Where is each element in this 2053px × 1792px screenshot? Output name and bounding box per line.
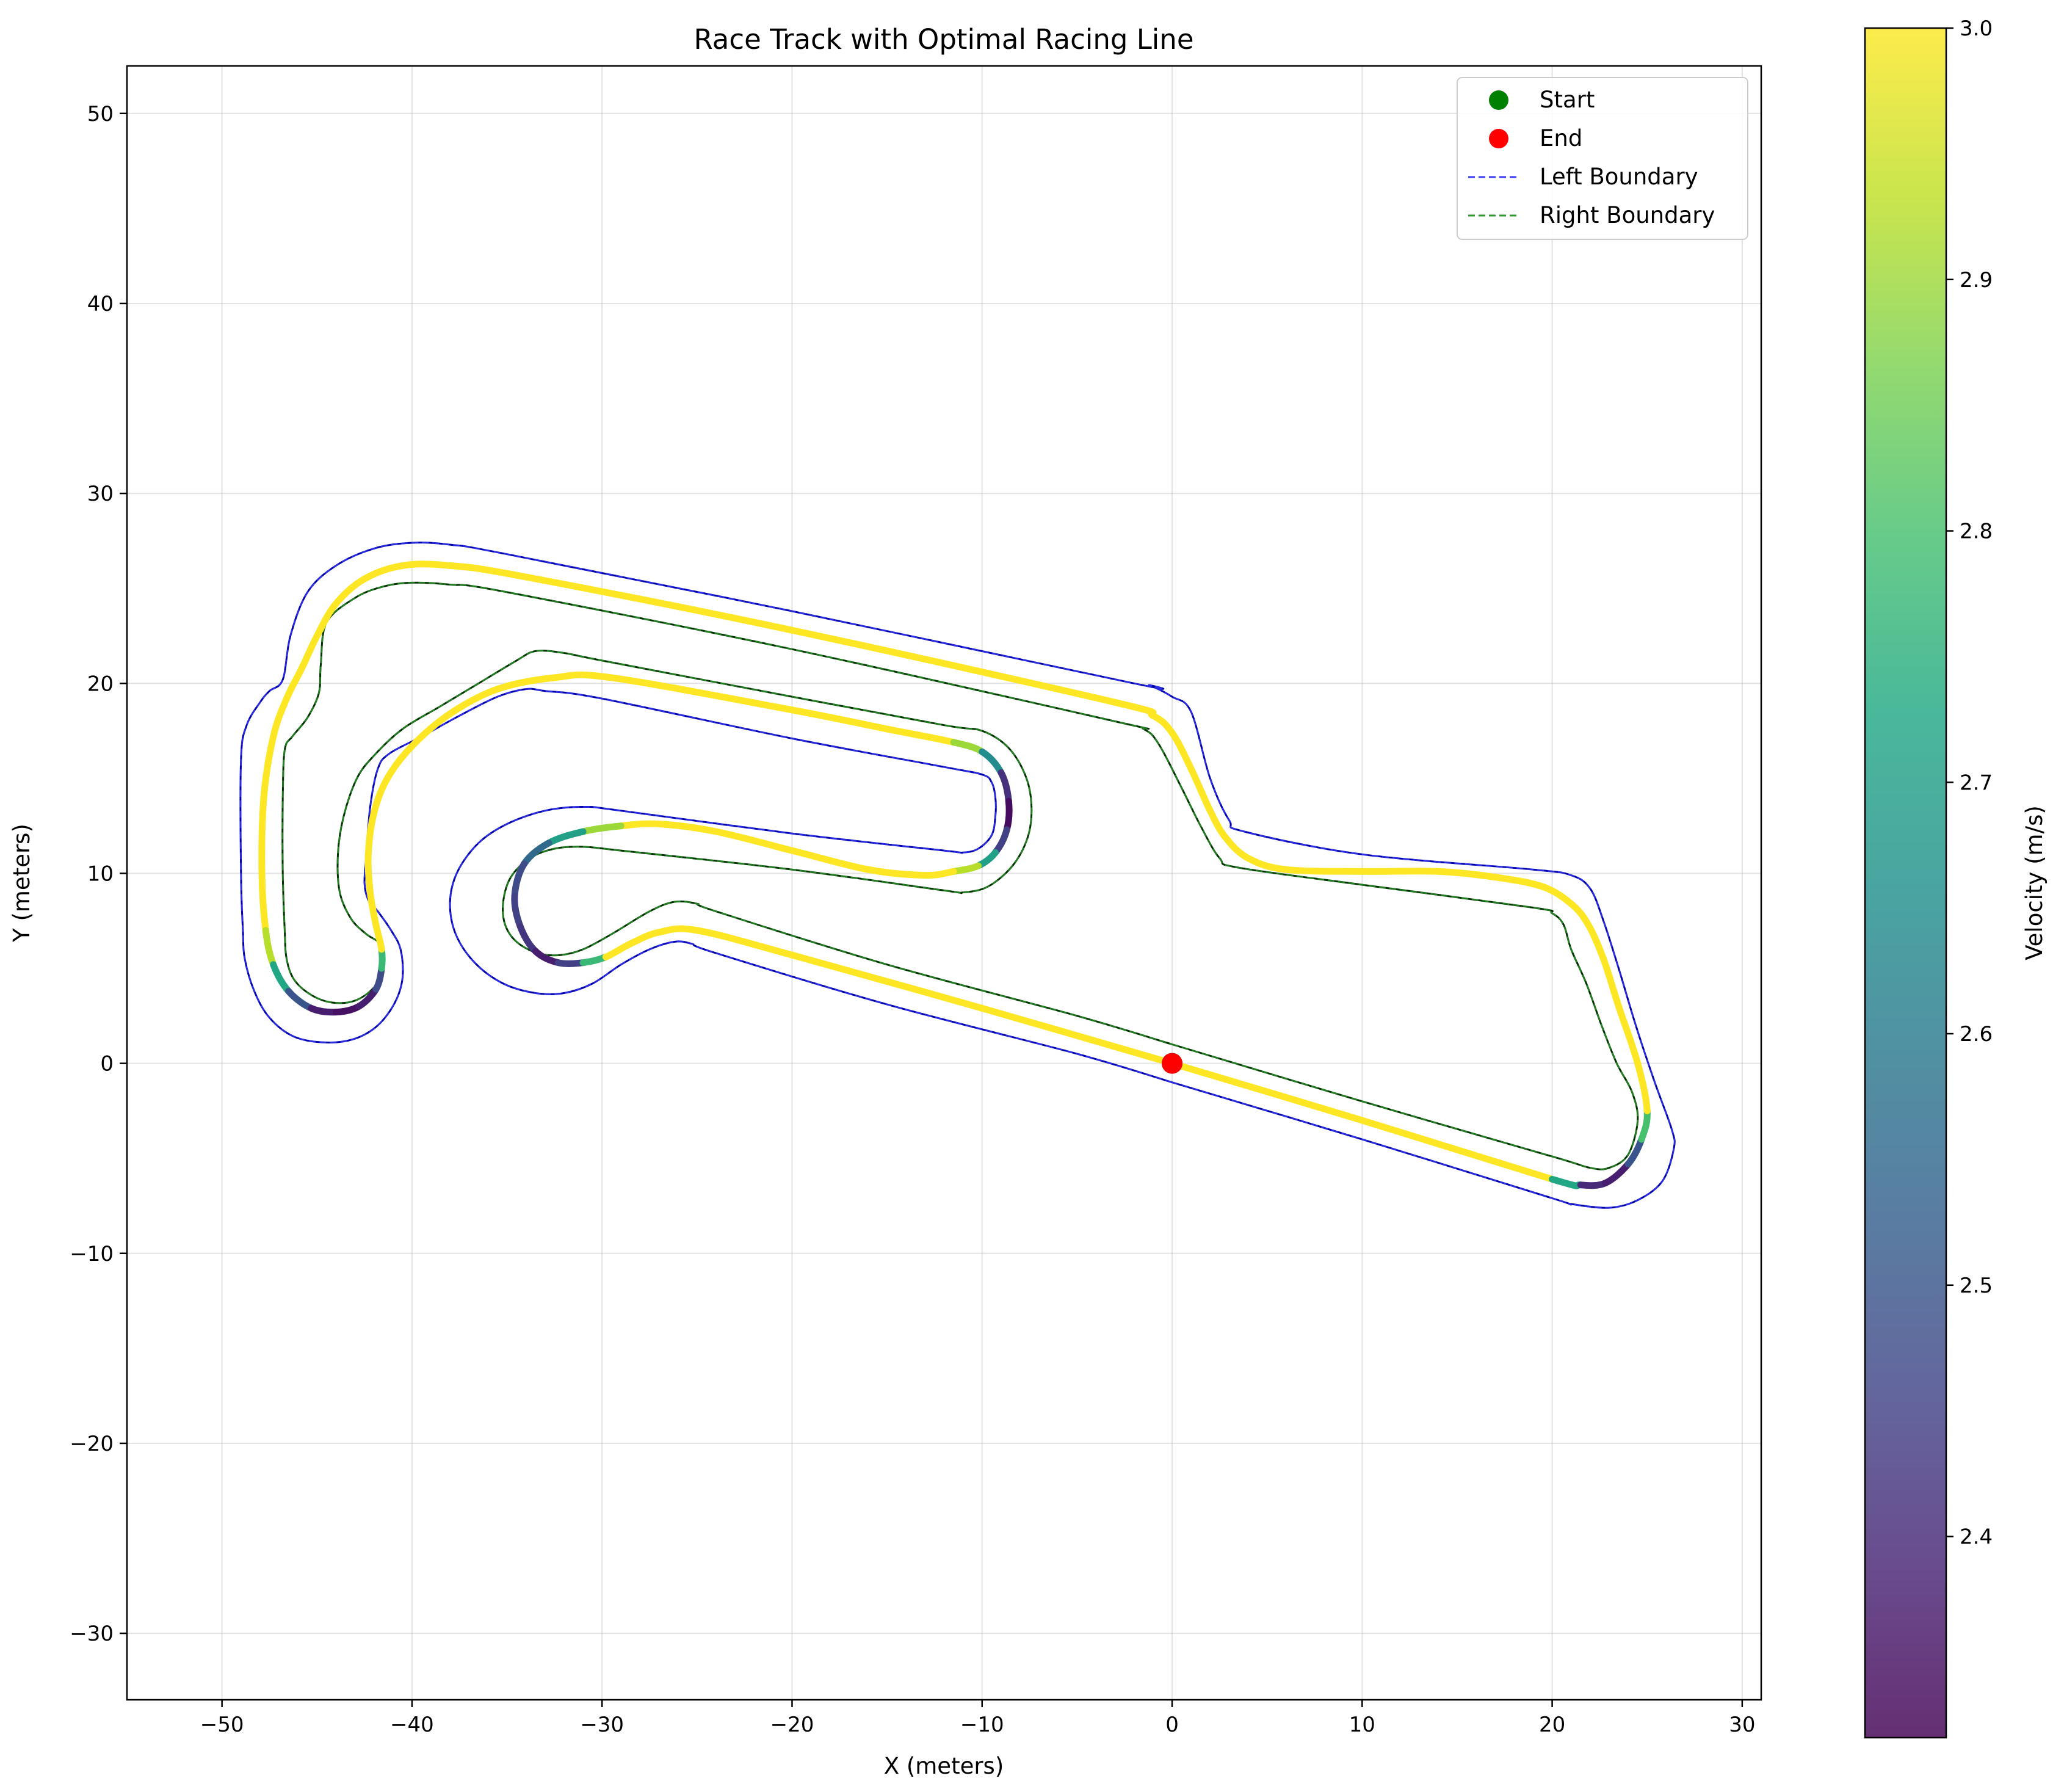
colorbar-tick-label: 2.6 (1960, 1022, 1993, 1047)
x-axis-ticks: −50 −40 −30 −20 −10 0 10 20 30 (200, 1700, 1756, 1737)
y-tick-label: −30 (70, 1622, 114, 1646)
y-axis-ticks: −30 −20 −10 0 10 20 30 40 50 (70, 102, 127, 1646)
x-tick-label: −20 (770, 1713, 814, 1737)
racing-line-segment (523, 573, 795, 634)
racing-line-segment (364, 809, 378, 858)
racing-line-segment (446, 686, 501, 717)
x-tick-label: 30 (1729, 1713, 1755, 1737)
start-end-markers (1162, 1053, 1183, 1074)
x-axis-label: X (meters) (884, 1753, 1004, 1779)
legend-end-marker (1489, 129, 1508, 148)
racing-line-segment (1112, 698, 1157, 719)
racing-line-segment (789, 847, 872, 873)
legend-box (1457, 77, 1748, 240)
racing-line-segment (789, 706, 891, 733)
racing-line-segment (555, 959, 587, 967)
legend-left-boundary-label: Left Boundary (1540, 164, 1698, 190)
colorbar-label: Velocity (m/s) (2021, 805, 2048, 960)
racing-line-segment (270, 695, 290, 740)
colorbar-ticks: 2.4 2.5 2.6 2.7 2.8 2.9 3.0 (1946, 16, 1993, 1550)
racing-line-segment (446, 562, 530, 581)
racing-line-segment (494, 674, 558, 693)
racing-line-segment (1168, 1060, 1366, 1124)
legend-start-label: Start (1540, 87, 1595, 113)
plot-frame (126, 65, 1762, 1701)
racing-line-segment (364, 851, 374, 896)
y-tick-label: 40 (87, 292, 114, 316)
x-tick-label: 10 (1349, 1713, 1375, 1737)
chart-title: Race Track with Optimal Racing Line (693, 23, 1193, 56)
colorbar: 2.4 2.5 2.6 2.7 2.8 2.9 3.0 Velocity (m/s) (1864, 16, 2048, 1739)
plot-area (127, 66, 1761, 1700)
x-tick-label: −50 (200, 1713, 244, 1737)
racing-line-segment (1358, 1117, 1556, 1183)
racing-line-segment (712, 828, 795, 854)
racing-line-segment (1358, 868, 1442, 875)
racing-line-segment (979, 1004, 1176, 1067)
end-marker (1162, 1053, 1183, 1074)
racing-line-segment (1187, 765, 1214, 814)
x-tick-label: −10 (960, 1713, 1004, 1737)
y-axis-label: Y (meters) (9, 824, 35, 943)
racing-line-segment (789, 951, 986, 1012)
y-tick-label: −10 (70, 1242, 114, 1266)
colorbar-tick-label: 2.9 (1960, 268, 1993, 292)
racing-line-segment (1577, 1180, 1609, 1189)
colorbar-tick-label: 2.8 (1960, 520, 1993, 544)
racing-line-segment (308, 1004, 339, 1016)
legend-right-boundary-label: Right Boundary (1540, 202, 1715, 228)
racing-line-segment (1283, 866, 1366, 875)
y-tick-label: 30 (87, 482, 114, 506)
y-tick-label: 0 (100, 1052, 114, 1076)
racing-line-segment (921, 868, 957, 879)
racing-line-segment (258, 794, 267, 877)
racing-line-segment (408, 710, 454, 750)
racing-line-segment (864, 866, 929, 879)
racing-line-segment (384, 742, 416, 782)
y-tick-label: 50 (87, 102, 114, 126)
legend-end-label: End (1540, 125, 1582, 151)
racing-line-segment (1634, 1060, 1651, 1114)
racing-line-segment (258, 869, 269, 934)
legend: Start End Left Boundary Right Boundary (1457, 77, 1748, 240)
racing-line-segment (883, 725, 957, 746)
racing-line-segment (608, 674, 795, 714)
racing-line-segment (1615, 1003, 1642, 1067)
x-tick-label: −30 (580, 1713, 624, 1737)
racing-line-segment (260, 733, 277, 801)
y-tick-label: 10 (87, 862, 114, 886)
colorbar-tick-label: 2.5 (1960, 1274, 1993, 1298)
racing-line-segment (617, 820, 663, 830)
racing-line-segment (399, 560, 454, 569)
racing-line-segment (1491, 874, 1546, 890)
racing-line-segment (656, 821, 720, 835)
racing-line-segment (1003, 797, 1013, 833)
colorbar-tick-label: 2.7 (1960, 771, 1993, 795)
racing-line-segment (1600, 956, 1622, 1010)
racing-line-segment (789, 626, 1119, 706)
colorbar-tick-label: 3.0 (1960, 16, 1993, 41)
colorbar-tick-label: 2.4 (1960, 1525, 1993, 1550)
x-tick-label: 0 (1165, 1713, 1179, 1737)
x-tick-label: −40 (390, 1713, 434, 1737)
y-tick-label: −20 (70, 1432, 114, 1456)
racing-line-segment (551, 671, 615, 681)
racing-line-segment (656, 925, 701, 936)
left-boundary-dashed (239, 542, 1676, 1209)
legend-start-marker (1489, 90, 1508, 110)
racing-line-segment (1435, 868, 1499, 881)
y-tick-label: 20 (87, 672, 114, 696)
racing-line (258, 560, 1651, 1189)
colorbar-frame (1864, 27, 1947, 1739)
racing-line-segment (693, 927, 795, 959)
x-tick-label: 20 (1539, 1713, 1565, 1737)
colorbar-gradient (1865, 28, 1946, 1738)
racing-line-segment (361, 562, 406, 582)
